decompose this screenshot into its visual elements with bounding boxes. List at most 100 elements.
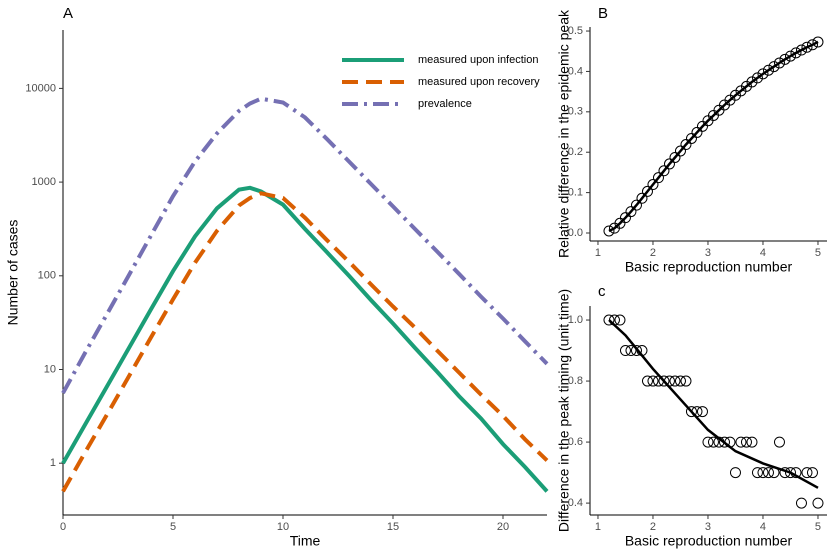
point	[691, 406, 703, 418]
point	[652, 375, 664, 387]
series-line	[61, 96, 549, 395]
y-tick-label: 10	[44, 363, 56, 375]
x-tick-label: 5	[815, 247, 821, 259]
x-tick-label: 3	[705, 521, 711, 533]
x-tick-label: 4	[760, 521, 766, 533]
x-axis-title: Basic reproduction number	[625, 259, 793, 275]
point	[762, 64, 774, 76]
point	[680, 139, 692, 151]
point	[801, 467, 813, 479]
point	[636, 345, 648, 357]
point	[806, 467, 818, 479]
point	[801, 41, 813, 53]
point	[713, 436, 725, 448]
point	[795, 44, 807, 56]
panel-label: B	[598, 5, 608, 22]
point	[641, 375, 653, 387]
y-tick-label: 10000	[25, 82, 56, 94]
point	[812, 36, 824, 48]
y-tick-label: 1000	[32, 176, 56, 188]
series-line	[61, 185, 549, 493]
x-tick-label: 2	[650, 521, 656, 533]
point	[630, 199, 642, 211]
point	[663, 375, 675, 387]
point	[784, 467, 796, 479]
trend-line	[608, 40, 819, 233]
point	[751, 72, 763, 84]
point	[768, 467, 780, 479]
point	[779, 53, 791, 65]
point	[691, 126, 703, 138]
y-tick-label: 0.8	[568, 375, 583, 387]
point	[696, 120, 708, 132]
point	[779, 467, 791, 479]
point	[729, 467, 741, 479]
x-tick-label: 0	[60, 521, 66, 533]
point	[619, 345, 631, 357]
x-axis-title: Basic reproduction number	[625, 533, 793, 549]
x-tick-label: 5	[815, 521, 821, 533]
y-tick-label: 0.2	[568, 146, 583, 158]
point	[762, 467, 774, 479]
point	[636, 192, 648, 204]
y-axis-title: Difference in the peak timing (unit time…	[556, 289, 572, 532]
point	[625, 206, 637, 218]
x-tick-label: 2	[650, 247, 656, 259]
point	[740, 436, 752, 448]
y-tick-label: 0.3	[568, 106, 583, 118]
point	[647, 375, 659, 387]
point	[724, 436, 736, 448]
point	[685, 132, 697, 144]
x-axis-title: Time	[290, 533, 321, 549]
point	[658, 165, 670, 177]
y-tick-label: 0.4	[568, 65, 583, 77]
point	[603, 225, 615, 237]
y-tick-label: 0.1	[568, 187, 583, 199]
point	[674, 375, 686, 387]
series-line	[61, 191, 549, 493]
point	[647, 179, 659, 191]
point	[790, 467, 802, 479]
y-axis-title: Number of cases	[5, 220, 21, 326]
point	[768, 61, 780, 73]
point	[740, 80, 752, 92]
x-tick-label: 5	[170, 521, 176, 533]
legend-label: measured upon recovery	[418, 76, 540, 88]
point	[718, 436, 730, 448]
point	[669, 151, 681, 163]
point	[702, 436, 714, 448]
point	[773, 436, 785, 448]
point	[795, 497, 807, 509]
point	[784, 50, 796, 62]
y-tick-label: 0.6	[568, 436, 583, 448]
point	[652, 172, 664, 184]
point	[757, 68, 769, 80]
y-tick-label: 1	[50, 457, 56, 469]
y-tick-label: 0.5	[568, 25, 583, 37]
point	[746, 436, 758, 448]
point	[806, 39, 818, 51]
fit-line	[608, 319, 819, 489]
point	[680, 375, 692, 387]
point	[773, 57, 785, 69]
legend-label: prevalence	[418, 98, 472, 110]
point	[729, 89, 741, 101]
x-tick-label: 20	[497, 521, 509, 533]
panel-label: c	[598, 283, 606, 300]
x-tick-label: 1	[595, 247, 601, 259]
point	[663, 158, 675, 170]
y-tick-label: 0.4	[568, 497, 583, 509]
x-tick-label: 1	[595, 521, 601, 533]
point	[707, 436, 719, 448]
x-tick-label: 3	[705, 247, 711, 259]
point	[619, 212, 631, 224]
y-tick-label: 1.0	[568, 314, 583, 326]
x-tick-label: 15	[387, 521, 399, 533]
point	[757, 467, 769, 479]
point	[685, 406, 697, 418]
panel-label: A	[63, 5, 73, 22]
point	[625, 345, 637, 357]
point	[641, 185, 653, 197]
